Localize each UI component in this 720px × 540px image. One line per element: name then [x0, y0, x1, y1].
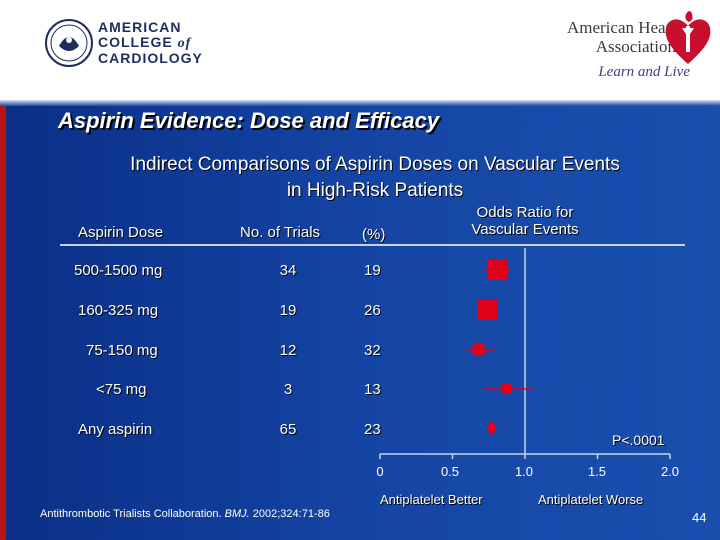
- slide-subtitle: Indirect Comparisons of Aspirin Doses on…: [40, 152, 710, 204]
- trials-cell: 65: [279, 421, 297, 438]
- x-tick-label: 0: [376, 464, 383, 479]
- pct-cell: 23: [364, 421, 381, 438]
- slide-title: Aspirin Evidence: Dose and Efficacy: [58, 108, 440, 133]
- acc-line-1: AMERICAN: [98, 19, 182, 35]
- acc-line-3: CARDIOLOGY: [98, 50, 203, 66]
- slide-number: 44: [692, 510, 707, 525]
- point-estimate-square: [487, 260, 508, 280]
- point-estimate-square: [501, 384, 512, 394]
- citation-details: 2002;324:71-86: [249, 508, 330, 520]
- header-banner: AMERICAN COLLEGE of CARDIOLOGY American …: [0, 0, 720, 100]
- p-value: P<.0001: [612, 432, 665, 448]
- x-tick-label: 1.0: [515, 464, 533, 479]
- aha-wordmark: American Heart Association: [540, 18, 676, 56]
- pct-cell: 26: [364, 302, 381, 319]
- aha-tagline: Learn and Live: [598, 64, 690, 80]
- col-header-pct: (%): [362, 226, 386, 243]
- or-header-line-2: Vascular Events: [471, 221, 579, 238]
- x-tick-label: 1.5: [588, 464, 606, 479]
- point-estimate-square: [472, 344, 485, 356]
- col-header-dose: Aspirin Dose: [78, 224, 164, 241]
- trials-cell: 34: [279, 262, 297, 279]
- aha-line-2: Association: [595, 37, 676, 56]
- heart-torch-icon: [665, 11, 711, 64]
- dose-cell: 500-1500 mg: [74, 262, 163, 279]
- pct-cell: 32: [364, 342, 381, 359]
- pct-cell: 13: [364, 381, 381, 398]
- col-header-odds-ratio: Odds Ratio for Vascular Events: [430, 204, 620, 238]
- or-header-line-1: Odds Ratio for: [476, 204, 574, 221]
- dose-cell: 160-325 mg: [78, 302, 159, 319]
- favor-right-label: Antiplatelet Worse: [538, 492, 644, 507]
- aha-line-1: American Heart: [566, 18, 676, 37]
- trials-cell: 12: [279, 342, 297, 359]
- pct-cell: 19: [364, 262, 381, 279]
- trials-cell: 19: [279, 302, 297, 319]
- header-rule: [60, 244, 685, 246]
- dose-cell: 75-150 mg: [86, 342, 158, 359]
- citation-journal: BMJ.: [224, 508, 250, 520]
- left-accent-bar: [0, 0, 6, 540]
- acc-line-2: COLLEGE of: [98, 34, 192, 52]
- favor-left-label: Antiplatelet Better: [380, 492, 483, 507]
- dose-cell: Any aspirin: [78, 421, 153, 438]
- acc-wordmark: AMERICAN COLLEGE of CARDIOLOGY: [98, 20, 203, 66]
- subtitle-line-2: in High-Risk Patients: [286, 180, 464, 201]
- acc-seal-icon: [45, 19, 93, 67]
- pooled-diamond: [486, 420, 497, 436]
- dose-cell: <75 mg: [96, 381, 147, 398]
- subtitle-line-1: Indirect Comparisons of Aspirin Doses on…: [130, 154, 620, 175]
- x-tick-label: 0.5: [441, 464, 459, 479]
- citation: Antithrombotic Trialists Collaboration. …: [40, 508, 330, 520]
- trials-cell: 3: [283, 381, 293, 398]
- point-estimate-square: [477, 300, 498, 320]
- citation-authors: Antithrombotic Trialists Collaboration.: [40, 508, 225, 520]
- x-tick-label: 2.0: [661, 464, 679, 479]
- header-shadow: [0, 100, 720, 106]
- col-header-trials: No. of Trials: [240, 224, 321, 241]
